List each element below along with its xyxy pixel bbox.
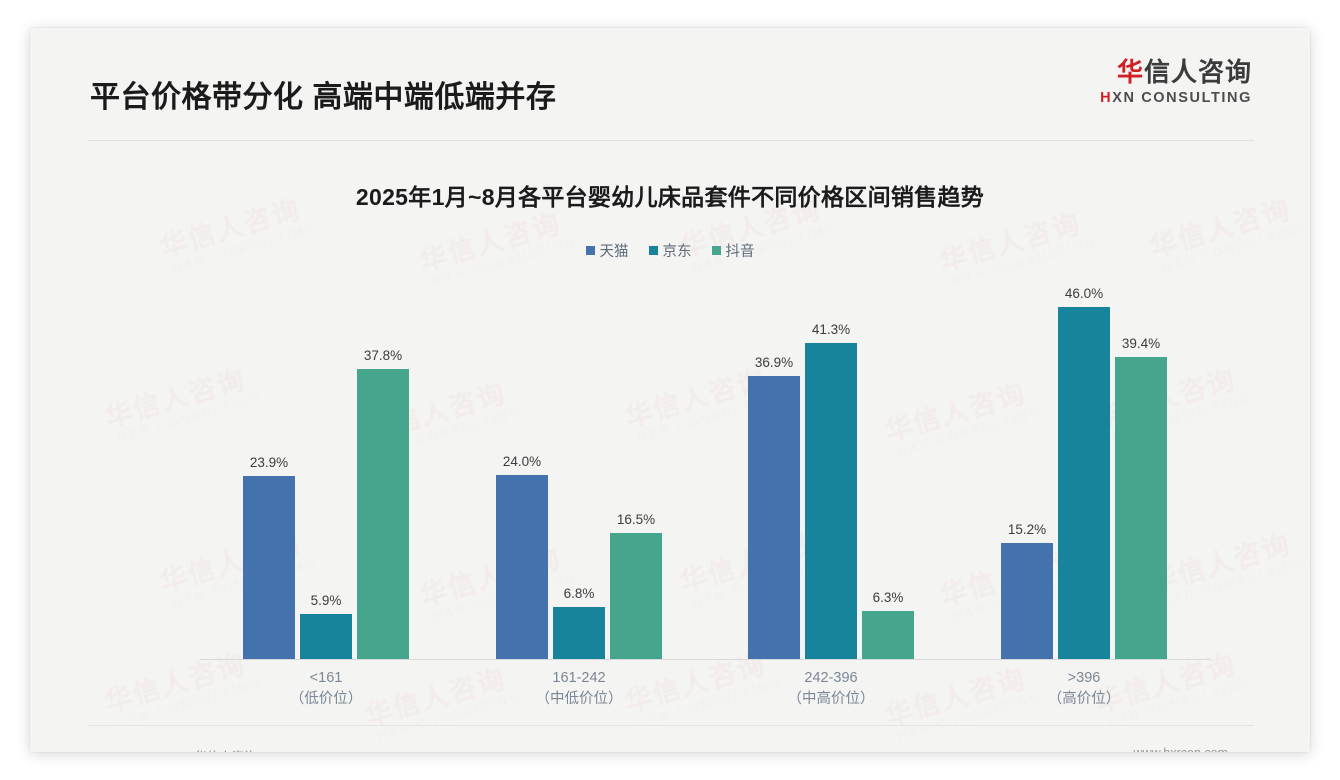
bar-group: 24.0% 6.8% 16.5% (496, 276, 662, 659)
x-axis-label-tier: （中低价位） (535, 691, 623, 708)
bar-京东-161-242[interactable]: 6.8% (553, 276, 605, 659)
bar-rect (1058, 307, 1110, 659)
bar-rect (805, 343, 857, 659)
logo-chinese: 华信人咨询 (1100, 57, 1252, 88)
x-axis-label: >396 （高价位） (1001, 668, 1167, 710)
chart-container: 2025年1月~8月各平台婴幼儿床品套件不同价格区间销售趋势 天猫 京东 抖音 23… (30, 28, 1310, 752)
bar-rect (300, 614, 352, 659)
legend-label: 天猫 (599, 244, 629, 260)
bar-value-label: 41.3% (811, 322, 851, 337)
bar-rect (610, 533, 662, 659)
bar-value-label: 6.3% (872, 590, 904, 605)
legend-item-抖音[interactable]: 抖音 (711, 240, 755, 261)
logo-chinese-red: 华 (1116, 57, 1144, 87)
slide-header: 平台价格带分化 高端中端低端并存 华信人咨询 HXN CONSULTING (30, 28, 1310, 118)
chart-legend: 天猫 京东 抖音 (30, 240, 1310, 261)
bar-value-label: 39.4% (1121, 336, 1161, 351)
bar-抖音-242-396[interactable]: 6.3% (862, 276, 914, 659)
bar-value-label: 24.0% (502, 454, 542, 469)
x-axis-label: 161-242 （中低价位） (496, 668, 662, 710)
bar-value-label: 6.8% (563, 586, 595, 601)
footer-copyright: ©2025.10 HXR华信人咨询 (110, 746, 257, 752)
legend-item-京东[interactable]: 京东 (648, 240, 692, 261)
logo-english-red: H (1100, 89, 1113, 106)
bar-京东-242-396[interactable]: 41.3% (805, 276, 857, 659)
bar-rect (496, 475, 548, 659)
bar-value-label: 36.9% (754, 355, 794, 370)
bar-rect (748, 376, 800, 659)
legend-swatch-icon (711, 246, 721, 255)
x-axis-label-tier: （高价位） (1047, 691, 1121, 708)
x-axis-label: 242-396 （中高价位） (748, 668, 914, 710)
bar-value-label: 5.9% (310, 593, 342, 608)
chart-title: 2025年1月~8月各平台婴幼儿床品套件不同价格区间销售趋势 (355, 184, 985, 210)
bar-value-label: 15.2% (1007, 522, 1047, 537)
bar-京东->396[interactable]: 46.0% (1058, 276, 1110, 659)
bar-rect (243, 476, 295, 659)
bar-value-label: 46.0% (1064, 286, 1104, 301)
bar-天猫-<161[interactable]: 23.9% (243, 276, 295, 659)
legend-swatch-icon (585, 246, 595, 255)
logo-english: HXN CONSULTING (1100, 90, 1252, 106)
legend-label: 京东 (662, 244, 692, 260)
chart-plot-area: 23.9% 5.9% 37.8% 24.0% 6.8% 16.5% 36.9% 41.3% 6.… (200, 276, 1210, 659)
bar-value-label: 16.5% (616, 512, 656, 527)
x-axis-label-range: 242-396 (804, 670, 858, 686)
footer-divider (88, 725, 1254, 726)
bar-抖音->396[interactable]: 39.4% (1115, 276, 1167, 659)
bar-rect (357, 369, 409, 659)
bar-value-label: 37.8% (363, 348, 403, 363)
bar-rect (1115, 357, 1167, 659)
x-axis-label-range: <161 (309, 670, 343, 686)
chart-axis-line (200, 659, 1210, 660)
bar-group: 36.9% 41.3% 6.3% (748, 276, 914, 659)
bar-天猫-242-396[interactable]: 36.9% (748, 276, 800, 659)
bar-rect (553, 607, 605, 659)
x-axis-label-range: >396 (1067, 670, 1101, 686)
x-axis-label-range: 161-242 (552, 670, 606, 686)
footer-website: www.hxrcon.com (1134, 746, 1228, 752)
page-title: 平台价格带分化 高端中端低端并存 (90, 81, 557, 114)
bar-抖音-161-242[interactable]: 16.5% (610, 276, 662, 659)
bar-京东-<161[interactable]: 5.9% (300, 276, 352, 659)
legend-item-天猫[interactable]: 天猫 (585, 240, 629, 261)
brand-logo: 华信人咨询 HXN CONSULTING (1100, 57, 1252, 106)
x-axis-label-tier: （中高价位） (787, 691, 875, 708)
bar-抖音-<161[interactable]: 37.8% (357, 276, 409, 659)
bar-天猫-161-242[interactable]: 24.0% (496, 276, 548, 659)
bar-value-label: 23.9% (249, 455, 289, 470)
bar-天猫->396[interactable]: 15.2% (1001, 276, 1053, 659)
header-divider (88, 140, 1254, 141)
legend-label: 抖音 (725, 244, 755, 260)
bar-group: 23.9% 5.9% 37.8% (243, 276, 409, 659)
legend-swatch-icon (648, 246, 658, 255)
x-axis-label: <161 （低价位） (243, 668, 409, 710)
logo-english-rest: XN CONSULTING (1112, 89, 1252, 106)
slide-canvas: 华信人咨询 HXN CONSULTING 华信人咨询 HXN CONSULTING 华信… (30, 28, 1310, 752)
bar-rect (862, 611, 914, 659)
bar-group: 15.2% 46.0% 39.4% (1001, 276, 1167, 659)
bar-rect (1001, 543, 1053, 659)
x-axis-label-tier: （低价位） (289, 691, 363, 708)
logo-chinese-rest: 信人咨询 (1143, 57, 1252, 87)
